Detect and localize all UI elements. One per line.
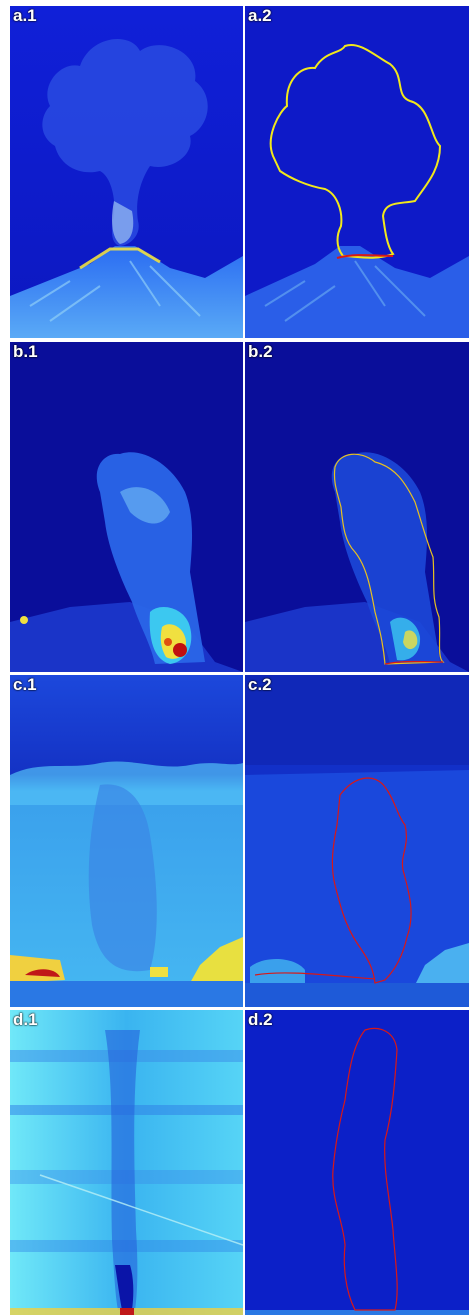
thermal-image-c1 [10, 675, 243, 1007]
panel-label-c1: c.1 [13, 675, 37, 694]
panel-a1: a.1 [10, 6, 243, 338]
panel-b1: b.1 [10, 342, 243, 672]
plume-outline-yellow [333, 453, 445, 665]
panel-label-a2: a.2 [248, 6, 272, 25]
thermal-image-a1 [10, 6, 243, 338]
segmented-image-a2 [245, 6, 469, 338]
plume-outline-red [336, 254, 394, 259]
segmented-image-b2 [245, 342, 469, 672]
panel-label-c2: c.2 [248, 675, 272, 694]
thermal-image-d1 [10, 1010, 243, 1315]
thermal-image-b1 [10, 342, 243, 672]
segmented-image-c2 [245, 675, 469, 1007]
panel-b2: b.2 [245, 342, 469, 672]
panel-label-d1: d.1 [13, 1010, 38, 1029]
plume-outline-red [384, 660, 444, 665]
panel-d1: d.1 [10, 1010, 243, 1315]
panel-label-a1: a.1 [13, 6, 37, 25]
panel-label-d2: d.2 [248, 1010, 273, 1029]
panel-a2: a.2 [245, 6, 469, 338]
panel-label-b2: b.2 [248, 342, 273, 361]
panel-c1: c.1 [10, 675, 243, 1007]
panel-c2: c.2 [245, 675, 469, 1007]
segmented-image-d2 [245, 1010, 469, 1315]
plume-outline-red [332, 1027, 398, 1311]
panel-label-b1: b.1 [13, 342, 38, 361]
panel-d2: d.2 [245, 1010, 469, 1315]
plume-outline-red [254, 777, 412, 984]
plume-outline-yellow [269, 44, 442, 259]
